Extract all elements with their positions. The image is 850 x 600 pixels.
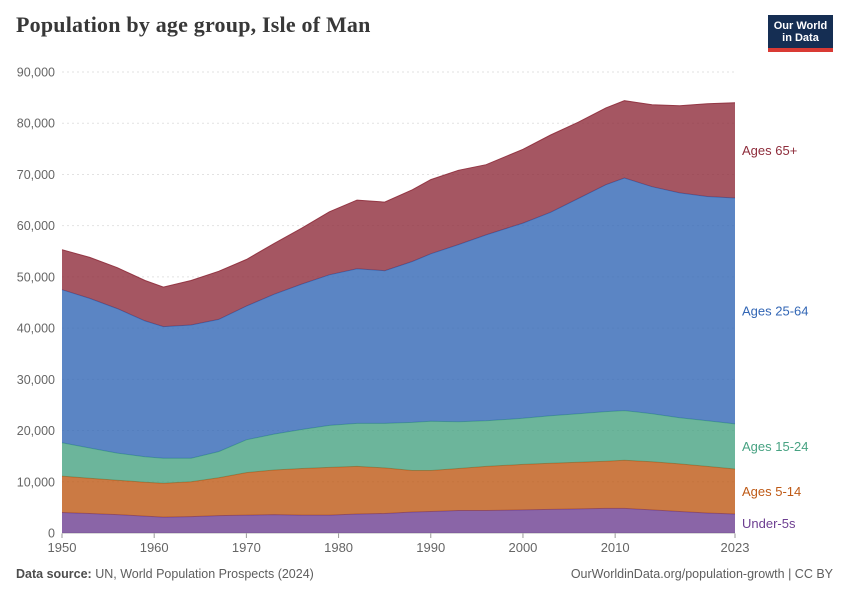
y-tick-label: 80,000	[17, 117, 55, 131]
x-tick-label: 1960	[140, 540, 169, 555]
legend-label-ages-5-14[interactable]: Ages 5-14	[742, 484, 801, 499]
owid-logo-line2: in Data	[782, 31, 819, 44]
owid-license-link[interactable]: OurWorldinData.org/population-growth | C…	[570, 567, 833, 581]
area-ages-15-24[interactable]	[62, 410, 735, 484]
y-tick-label: 90,000	[17, 66, 55, 80]
y-tick-label: 20,000	[17, 424, 55, 438]
x-tick-label: 2010	[601, 540, 630, 555]
legend-label-ages-25-64[interactable]: Ages 25-64	[742, 303, 809, 318]
y-tick-label: 60,000	[17, 219, 55, 233]
x-tick-label: 1970	[232, 540, 261, 555]
x-tick-label: 1980	[324, 540, 353, 555]
y-tick-label: 0	[48, 527, 55, 541]
y-tick-label: 50,000	[17, 270, 55, 284]
data-source-text: UN, World Population Prospects (2024)	[91, 567, 314, 581]
page-title: Population by age group, Isle of Man	[16, 12, 371, 37]
x-tick-label: 1990	[416, 540, 445, 555]
owid-logo-line1: Our World	[773, 19, 828, 32]
x-tick-label: 2023	[721, 540, 750, 555]
legend-label-ages-15-24[interactable]: Ages 15-24	[742, 439, 809, 454]
area-ages-25-64[interactable]	[62, 178, 735, 459]
owid-logo[interactable]: Our World in Data	[768, 15, 833, 52]
legend-label-ages-65[interactable]: Ages 65+	[742, 143, 797, 158]
y-tick-label: 10,000	[17, 475, 55, 489]
area-top-edge-ages-65	[61, 100, 736, 288]
x-tick-label: 1950	[48, 540, 77, 555]
x-tick-label: 2000	[508, 540, 537, 555]
y-tick-label: 40,000	[17, 322, 55, 336]
y-tick-label: 30,000	[17, 373, 55, 387]
data-source-label: Data source:	[16, 567, 92, 581]
legend-label-under-5s[interactable]: Under-5s	[742, 516, 796, 531]
data-source-note: Data source: UN, World Population Prospe…	[16, 567, 314, 581]
y-tick-label: 70,000	[17, 168, 55, 182]
area-ages-5-14[interactable]	[62, 460, 735, 518]
area-ages-65[interactable]	[62, 100, 735, 327]
area-under-5s[interactable]	[62, 508, 735, 533]
